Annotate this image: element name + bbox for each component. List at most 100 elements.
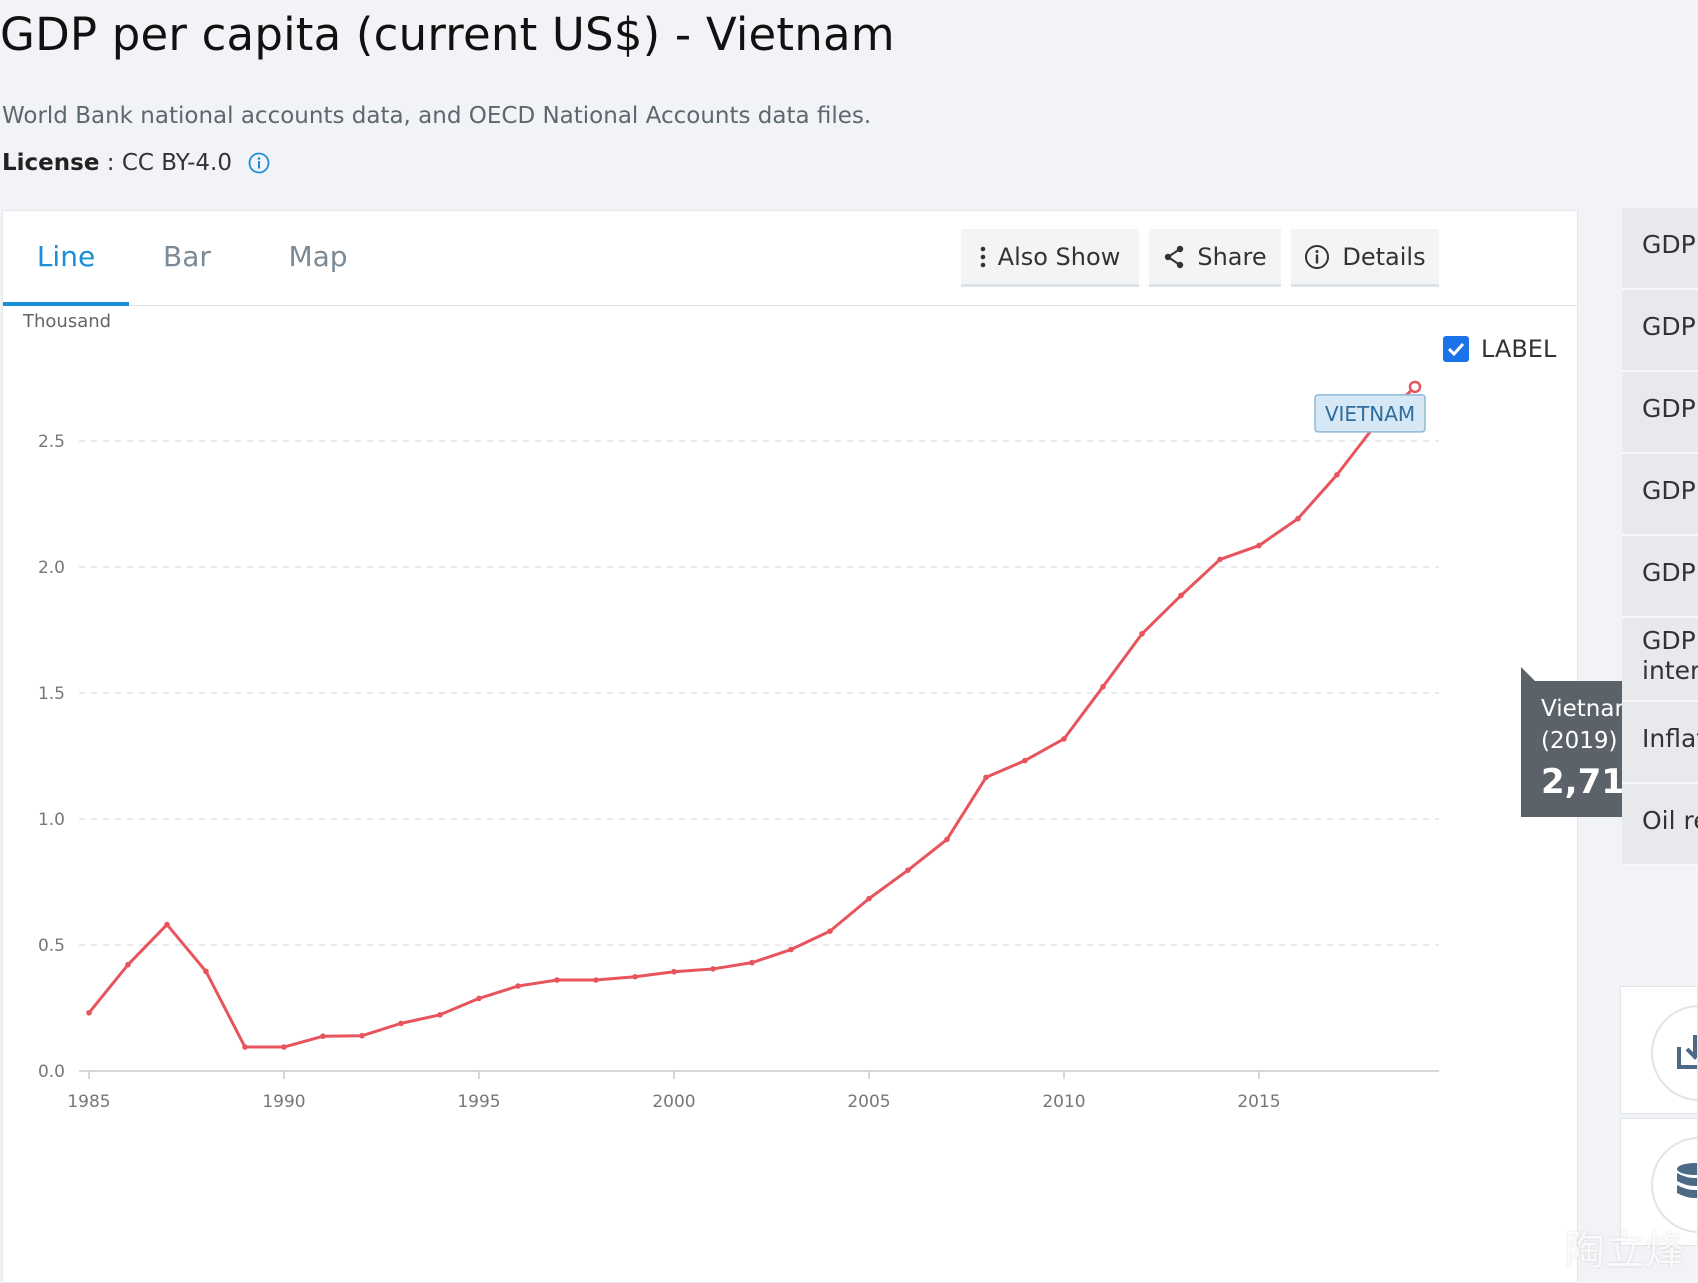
sidebar-item-8[interactable]: Oil re <box>1622 784 1698 866</box>
download-button[interactable] <box>1651 1005 1697 1101</box>
details-label: Details <box>1342 242 1426 271</box>
share-button[interactable]: Share <box>1149 229 1281 287</box>
data-point <box>671 968 677 975</box>
x-tick-label: 2000 <box>652 1092 695 1112</box>
also-show-label: Also Show <box>997 242 1121 271</box>
y-tick-label: 1.5 <box>38 684 65 704</box>
tab-line[interactable]: Line <box>3 211 129 306</box>
license-label: License <box>2 150 100 176</box>
data-point <box>1295 515 1301 522</box>
info-circle-icon <box>1305 244 1330 269</box>
y-tick-label: 2.0 <box>38 558 65 578</box>
label-checkbox[interactable] <box>1443 336 1469 362</box>
series-label-box <box>1314 394 1426 433</box>
data-point <box>1217 556 1223 563</box>
share-icon <box>1165 245 1184 268</box>
download-card <box>1620 986 1698 1114</box>
tab-map[interactable]: Map <box>288 240 348 273</box>
data-point <box>554 977 560 983</box>
data-point <box>866 895 872 902</box>
x-tick-label: 2015 <box>1237 1092 1280 1112</box>
sidebar-item-7[interactable]: Inflat <box>1622 702 1698 784</box>
data-point <box>203 968 209 975</box>
sidebar-item-2[interactable]: GDP <box>1622 290 1698 372</box>
x-tick-label: 2010 <box>1042 1092 1085 1112</box>
y-tick-label: 2.5 <box>38 432 65 452</box>
y-unit-label: Thousand <box>22 311 111 332</box>
label-toggle[interactable]: LABEL <box>1443 335 1556 363</box>
x-tick-label: 1990 <box>262 1092 305 1112</box>
data-point <box>1061 736 1067 742</box>
data-point <box>281 1044 287 1050</box>
tooltip-country: Vietnam <box>1541 696 1637 722</box>
data-point <box>710 966 716 972</box>
sidebar-item-5[interactable]: GDP <box>1622 536 1698 618</box>
data-point <box>1022 757 1028 764</box>
x-tick-label: 1985 <box>67 1092 110 1112</box>
sidebar-item-label: GDP <box>1642 312 1696 341</box>
x-tick-label: 2005 <box>847 1092 890 1112</box>
also-show-button[interactable]: Also Show <box>961 229 1139 287</box>
y-tick-label: 0.5 <box>38 936 65 956</box>
sidebar-item-label: Inflat <box>1642 724 1698 753</box>
data-point <box>905 867 911 873</box>
label-toggle-text: LABEL <box>1481 335 1557 363</box>
data-point <box>788 946 794 953</box>
source-note: World Bank national accounts data, and O… <box>2 103 872 129</box>
chart-card: Line Bar Map Also Show Share Details <box>2 210 1698 1283</box>
sidebar-item-label: GDP <box>1642 230 1696 259</box>
data-point <box>320 1033 326 1040</box>
sidebar-item-1[interactable]: GDP <box>1622 208 1698 290</box>
download-icon <box>1677 1035 1697 1069</box>
data-point <box>476 995 482 1002</box>
data-point <box>632 973 638 980</box>
info-icon[interactable] <box>248 152 270 174</box>
sidebar-item-3[interactable]: GDP <box>1622 372 1698 454</box>
details-button[interactable]: Details <box>1291 229 1439 287</box>
data-point <box>86 1009 92 1016</box>
data-point <box>593 977 599 983</box>
data-point <box>1256 542 1262 549</box>
data-point-highlighted <box>1408 380 1422 394</box>
data-point <box>1100 683 1106 690</box>
sidebar-item-label: Oil re <box>1642 806 1698 835</box>
data-point <box>515 983 521 989</box>
data-point <box>125 961 131 968</box>
data-point <box>983 774 989 781</box>
data-point <box>359 1032 365 1039</box>
data-point <box>1139 630 1145 637</box>
check-icon <box>1447 342 1465 356</box>
data-point <box>242 1044 248 1050</box>
tab-bar[interactable]: Bar <box>163 240 211 273</box>
license-separator: : <box>99 150 122 176</box>
data-point <box>944 836 950 843</box>
line-chart: Thousand 0.0 0.5 1.0 1.5 2.0 2.5 1985 1990 1995 20… <box>22 311 1439 1112</box>
data-point <box>164 921 170 928</box>
more-vertical-icon <box>980 246 985 267</box>
y-tick-label: 0.0 <box>38 1062 65 1082</box>
sidebar-item-label: GDP <box>1642 626 1696 655</box>
sidebar-item-label: GDP <box>1642 476 1696 505</box>
license-value: CC BY-4.0 <box>121 150 232 176</box>
data-point <box>1178 592 1184 599</box>
data-point <box>437 1012 443 1018</box>
series-line <box>87 385 1417 1049</box>
sidebar-item-6[interactable]: GDP inter <box>1622 618 1698 702</box>
sidebar-item-label-line2: inter <box>1642 656 1698 685</box>
data-point <box>1334 471 1340 478</box>
sidebar-item-label: GDP <box>1642 394 1696 423</box>
sidebar-item-label: GDP <box>1642 558 1696 587</box>
data-point <box>827 928 833 934</box>
databank-card <box>1620 1118 1698 1246</box>
data-point <box>398 1020 404 1027</box>
y-tick-label: 1.0 <box>38 810 65 830</box>
x-tick-label: 1995 <box>457 1092 500 1112</box>
tooltip-year: (2019) <box>1541 728 1618 754</box>
database-icon <box>1677 1163 1697 1198</box>
data-point <box>749 959 755 966</box>
license-row: License : CC BY-4.0 <box>2 150 270 176</box>
sidebar-item-4[interactable]: GDP <box>1622 454 1698 536</box>
series-label: VIETNAM <box>1325 402 1415 426</box>
share-label: Share <box>1197 242 1267 271</box>
page-title: GDP per capita (current US$) - Vietnam <box>0 8 895 61</box>
